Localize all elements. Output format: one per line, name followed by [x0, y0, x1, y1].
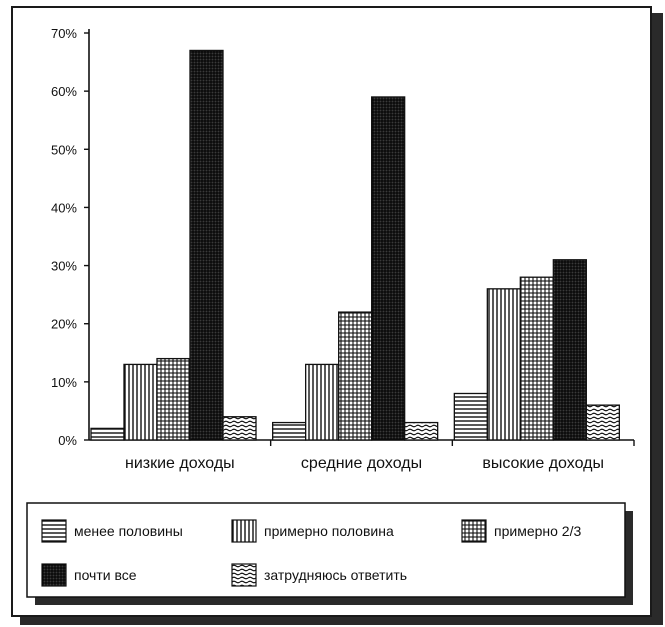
y-tick-label: 0%	[58, 433, 77, 448]
bar	[371, 96, 406, 441]
y-tick-label: 70%	[51, 26, 77, 41]
bar	[404, 421, 439, 441]
bar	[222, 416, 257, 441]
bar	[486, 288, 521, 441]
bar	[189, 49, 224, 441]
y-tick-label: 40%	[51, 200, 77, 215]
y-tick-label: 10%	[51, 375, 77, 390]
legend-swatch	[41, 563, 67, 587]
bar	[519, 276, 554, 441]
y-tick-label: 50%	[51, 142, 77, 157]
bar	[272, 421, 307, 441]
category-label: высокие доходы	[482, 455, 604, 472]
bar	[338, 311, 373, 441]
y-tick-label: 30%	[51, 259, 77, 274]
bar	[453, 392, 488, 441]
legend-swatch	[231, 519, 257, 543]
category-label: низкие доходы	[125, 455, 235, 472]
bar	[552, 259, 587, 441]
bar	[123, 363, 158, 441]
legend-label: примерно 2/3	[494, 523, 581, 539]
legend-box	[26, 502, 626, 598]
bars	[90, 49, 620, 441]
x-axis: низкие доходы средние доходы высокие доход…	[89, 439, 635, 472]
category-label: средние доходы	[301, 455, 422, 472]
bar	[156, 357, 191, 441]
legend-label: примерно половина	[264, 523, 394, 539]
bar	[90, 427, 125, 441]
legend-label: почти все	[74, 567, 137, 583]
legend: менее половины примерно половина примерно …	[26, 502, 633, 605]
y-tick-label: 60%	[51, 84, 77, 99]
bar	[305, 363, 340, 441]
legend-swatch	[41, 519, 67, 543]
bar	[585, 404, 620, 441]
legend-label: менее половины	[74, 523, 183, 539]
legend-label: затрудняюсь ответить	[264, 567, 407, 583]
y-tick-label: 20%	[51, 317, 77, 332]
y-axis: 0% 10% 20% 30% 40% 50% 60% 70%	[51, 26, 90, 448]
legend-swatch	[461, 519, 487, 543]
legend-swatch	[231, 563, 257, 587]
